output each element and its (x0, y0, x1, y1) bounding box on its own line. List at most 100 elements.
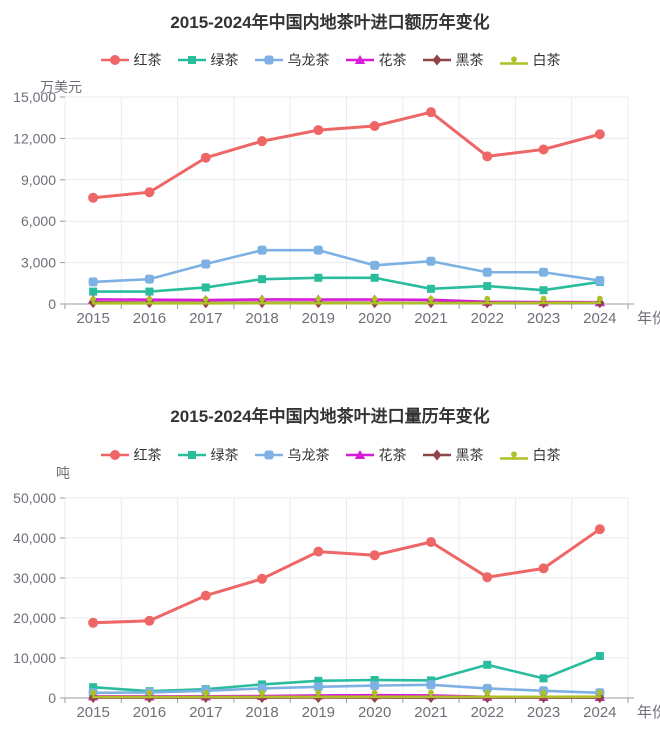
data-point-marker (258, 275, 267, 284)
data-point-marker (538, 563, 549, 574)
y-tick-label: 0 (48, 296, 56, 312)
data-point-marker (201, 283, 210, 292)
pin-marker-icon (499, 56, 528, 65)
y-tick-label: 0 (48, 690, 56, 706)
data-point-marker (313, 245, 323, 255)
legend-label: 花茶 (378, 447, 407, 463)
diamond-marker-icon (422, 449, 451, 461)
data-point-marker (370, 260, 380, 270)
y-tick-label: 40,000 (13, 530, 56, 546)
data-point-marker (370, 273, 379, 282)
data-point-marker (314, 676, 323, 685)
data-point-marker (370, 681, 380, 691)
pin-marker-icon (499, 451, 528, 460)
data-point-marker (426, 256, 436, 266)
x-tick-label: 2015 (76, 310, 109, 327)
x-tick-label: 2022 (471, 310, 504, 327)
data-point-marker (314, 273, 323, 282)
diamond-marker-icon (422, 54, 451, 66)
data-point-marker (595, 276, 605, 286)
triangle-marker-icon (345, 450, 374, 459)
y-tick-label: 30,000 (13, 570, 56, 586)
data-point-marker (315, 296, 322, 304)
legend-item[interactable]: 绿茶 (177, 50, 239, 70)
y-tick-label: 10,000 (13, 650, 56, 666)
data-point-marker (596, 295, 603, 303)
legend-import-volume: 红茶 绿茶 乌龙茶 花茶 黑茶 白茶 (0, 445, 660, 465)
data-point-marker (90, 296, 97, 304)
y-tick-label: 15,000 (13, 89, 56, 105)
data-point-marker (89, 287, 98, 296)
rect-marker-icon (177, 56, 206, 64)
legend-item[interactable]: 花茶 (345, 445, 407, 465)
legend-item[interactable]: 乌龙茶 (254, 445, 330, 465)
data-point-marker (201, 259, 211, 269)
data-point-marker (313, 682, 323, 692)
y-tick-label: 3,000 (21, 255, 56, 271)
legend-item[interactable]: 黑茶 (422, 50, 484, 70)
data-point-marker (89, 683, 98, 692)
x-tick-label: 2018 (245, 704, 278, 721)
legend-item[interactable]: 红茶 (100, 445, 162, 465)
series-line (91, 683, 602, 695)
data-point-marker (484, 689, 491, 697)
data-point-marker (369, 120, 380, 131)
x-tick-label: 2021 (414, 310, 447, 327)
series-line (91, 248, 602, 284)
legend-label: 乌龙茶 (287, 447, 330, 463)
y-tick-label: 9,000 (21, 172, 56, 188)
legend-item[interactable]: 乌龙茶 (254, 50, 330, 70)
legend-label: 黑茶 (455, 447, 484, 463)
data-point-marker (315, 689, 322, 697)
data-point-marker (313, 125, 324, 136)
data-point-marker (538, 144, 549, 155)
x-tick-label: 2016 (133, 704, 166, 721)
data-point-marker (483, 282, 492, 291)
y-tick-label: 50,000 (13, 490, 56, 506)
data-point-marker (370, 676, 379, 684)
x-tick-label: 2017 (189, 310, 222, 327)
legend-item[interactable]: 红茶 (100, 50, 162, 70)
data-point-marker (88, 617, 99, 628)
legend-label: 白茶 (532, 52, 561, 68)
circle-marker-icon (100, 450, 129, 460)
y-tick-label: 20,000 (13, 610, 56, 626)
x-tick-label: 2023 (527, 310, 560, 327)
legend-item[interactable]: 白茶 (499, 50, 561, 70)
legend-item[interactable]: 白茶 (499, 445, 561, 465)
legend-label: 红茶 (133, 52, 162, 68)
data-point-marker (202, 689, 209, 697)
x-axis-name: 年份 (637, 704, 660, 721)
x-tick-label: 2024 (583, 310, 616, 327)
chart-title-import-volume: 2015-2024年中国内地茶叶进口量历年变化 (170, 407, 490, 426)
data-point-marker (202, 296, 209, 304)
data-point-marker (540, 295, 547, 303)
data-point-marker (257, 136, 268, 147)
data-point-marker (482, 683, 492, 693)
data-point-marker (313, 546, 324, 557)
series-line (91, 276, 602, 293)
legend-item[interactable]: 花茶 (345, 50, 407, 70)
legend-label: 花茶 (378, 52, 407, 68)
legend-label: 绿茶 (210, 52, 239, 68)
x-axis-name: 年份 (637, 310, 660, 327)
data-point-marker (144, 187, 155, 198)
x-tick-label: 2019 (302, 310, 335, 327)
legend-item[interactable]: 绿茶 (177, 445, 239, 465)
legend-item[interactable]: 黑茶 (422, 445, 484, 465)
data-point-marker (259, 689, 265, 697)
data-point-marker (482, 572, 493, 583)
roundRect-marker-icon (254, 450, 283, 460)
data-point-marker (425, 537, 436, 547)
legend-label: 黑茶 (455, 52, 484, 68)
x-tick-label: 2021 (414, 704, 447, 721)
data-point-marker (88, 192, 99, 203)
x-tick-label: 2015 (76, 704, 109, 721)
data-point-marker (144, 615, 155, 626)
data-point-marker (428, 295, 434, 304)
chart-title-import-value: 2015-2024年中国内地茶叶进口额历年变化 (170, 13, 490, 32)
data-point-marker (146, 689, 153, 697)
data-point-marker (257, 683, 267, 693)
data-point-marker (88, 277, 98, 287)
